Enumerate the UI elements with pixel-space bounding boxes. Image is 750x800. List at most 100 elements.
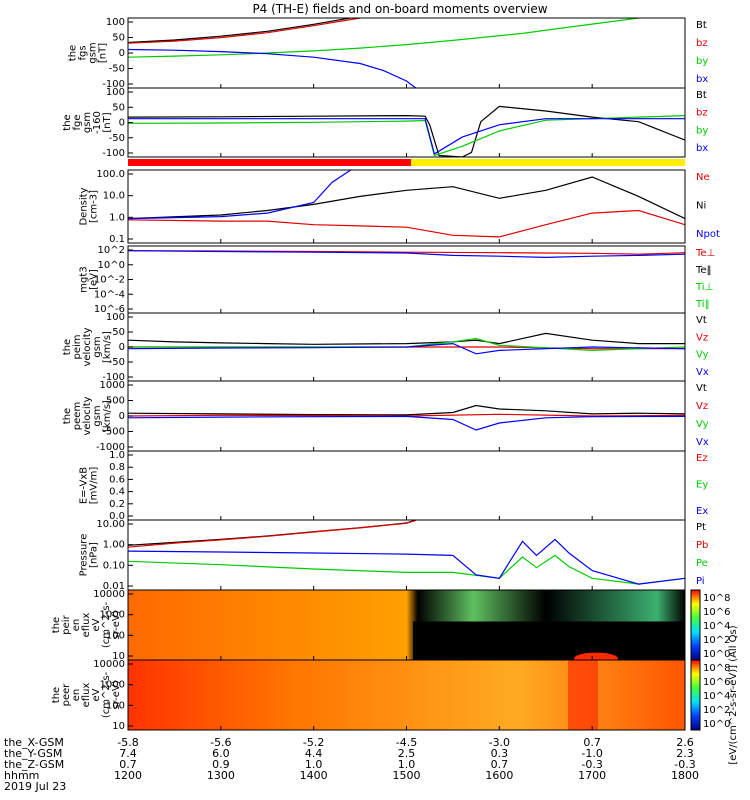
footer-value: 0.7: [491, 758, 509, 771]
y-axis-label: [eV]: [89, 269, 100, 290]
series-fgs-by: [128, 18, 642, 58]
y-axis-label: E=-VxB: [79, 467, 90, 504]
legend-item: Ni: [696, 201, 706, 212]
y-tick-label: 10000: [93, 589, 125, 600]
colorbar-tick-label: 10^4: [703, 621, 730, 632]
colorbar-label: [eV/(cm^2-s-sr-eV)] (All Qs): [728, 625, 739, 764]
y-tick-label: -50: [109, 133, 125, 144]
panel-pressure: 10.00 1.00 0.10 0.01 Pressure [nPa] Pt Pb Pe Pi: [79, 519, 709, 592]
legend-item: Pi: [696, 576, 705, 587]
colorbar-tick-label: 10^8: [703, 663, 730, 674]
y-axis-label: eV: [91, 688, 102, 701]
y-axis-label: gsm: [92, 336, 103, 357]
spectrogram-peer_spec: [128, 660, 685, 730]
y-tick-label: -50: [109, 357, 125, 368]
panel-frame: [127, 450, 686, 521]
footer-value: 0.9: [212, 758, 230, 771]
y-axis-label: Density: [79, 187, 90, 225]
panel-density: 100.0 10.0 1.0 0.1 Density [cm-3] Ne Ni Npot: [79, 169, 720, 245]
series-fgs-bx: [128, 48, 417, 88]
footer-row-label: the_X-GSM: [4, 736, 64, 749]
y-axis-label: en: [71, 619, 82, 632]
y-tick-label: 0: [119, 118, 125, 129]
series-pressure-Pi: [128, 538, 685, 585]
footer-value: 4.4: [305, 747, 323, 760]
orbit-strip-yellow: [411, 159, 685, 166]
y-tick-label: 0.0: [109, 511, 125, 522]
y-tick-label: 100: [106, 312, 125, 323]
orbit-strip-red: [128, 159, 411, 166]
panel-peem: 1000 500 0 -500 -1000 the peem velocity gsm [km/s…: [62, 380, 709, 453]
y-axis-label: gsm: [82, 112, 93, 133]
colorbar: [690, 589, 701, 661]
legend-item: Ez: [696, 453, 708, 464]
y-tick-label: 1.0: [109, 212, 125, 223]
y-axis-label: sr-eV): [111, 610, 122, 639]
y-axis-label: the: [62, 339, 73, 355]
footer-value: 2.5: [398, 747, 416, 760]
footer-value: 1700: [578, 769, 606, 782]
footer-value: -1.0: [581, 747, 602, 760]
y-tick-label: 0: [119, 48, 125, 59]
footer-value: 1800: [671, 769, 699, 782]
colorbar-tick-label: 10^0: [703, 719, 730, 730]
footer-value: -5.2: [303, 736, 324, 749]
y-axis-label: sr-eV): [111, 680, 122, 709]
colorbar-tick-label: 10^0: [703, 649, 730, 660]
y-tick-label: 10^0: [98, 260, 125, 271]
y-tick-label: 0.1: [109, 234, 125, 245]
y-axis-label: [km/s]: [102, 400, 113, 432]
y-axis-label: [nT]: [98, 43, 109, 63]
footer-value: -0.3: [674, 758, 695, 771]
panel-efield: 1.00.80.6 0.40.20.0 E=-VxB [mV/m] Ez Ey Ex: [79, 450, 709, 522]
series-density-Npot: [128, 170, 352, 220]
panel-temp: 10^2 10^0 10^-2 10^-4 10^-6 mgt3 [eV] Te⊥ Te‖ Ti⊥…: [79, 245, 716, 315]
y-axis-label: (cm^2-s-: [101, 671, 112, 718]
series-peim-Vt: [128, 332, 685, 345]
series-fge-Bt: [128, 105, 685, 157]
y-axis-label: peir: [61, 614, 72, 634]
legend-item: Ti‖: [695, 299, 710, 310]
y-tick-label: 0.4: [109, 487, 125, 498]
y-axis-label: [km/s]: [102, 331, 113, 363]
y-tick-label: 100: [106, 17, 125, 28]
y-axis-label: peim: [72, 334, 83, 359]
figure-title: P4 (TH-E) fields and on-board moments ov…: [252, 2, 547, 16]
y-tick-label: 10^2: [98, 245, 125, 256]
series-temp-Ti: [128, 250, 685, 259]
y-tick-label: -1000: [96, 442, 125, 453]
y-tick-label: 100: [106, 630, 125, 641]
y-axis-label: fge: [72, 114, 83, 130]
y-tick-label: 10^-4: [94, 289, 125, 300]
footer-value: -3.0: [489, 736, 510, 749]
footer-value: -5.8: [117, 736, 138, 749]
y-tick-label: 0: [119, 411, 125, 422]
legend-item: Te⊥: [695, 248, 715, 259]
y-axis-label: [nT]: [102, 112, 113, 132]
panel-peim: 100 50 0 -50 -100 the peim velocity gsm [km/s] Vt V…: [62, 312, 709, 383]
colorbar-tick-label: 10^2: [703, 635, 730, 646]
y-tick-label: 1000: [100, 610, 125, 621]
y-tick-label: 1000: [100, 680, 125, 691]
panel-frame: [127, 17, 686, 89]
footer-value: 1400: [300, 769, 328, 782]
legend-item: Pb: [696, 540, 708, 551]
y-tick-label: 0.6: [109, 474, 125, 485]
footer-value: 1600: [485, 769, 513, 782]
y-axis-label: gsm: [92, 405, 103, 426]
y-tick-label: -500: [102, 427, 125, 438]
legend-item: Vz: [696, 401, 708, 412]
footer-value: 1300: [207, 769, 235, 782]
series-fge-by: [128, 115, 685, 157]
y-axis-label: eflux: [81, 613, 92, 638]
footer-value: 0.7: [119, 758, 137, 771]
y-axis-label: fgs: [78, 45, 89, 60]
spectrogram-feature: [568, 660, 598, 730]
y-tick-label: 0.2: [109, 499, 125, 510]
series-fge-bx: [128, 118, 685, 155]
y-tick-label: 10: [112, 651, 125, 662]
footer-value: 1500: [393, 769, 421, 782]
footer-value: 1.0: [398, 758, 416, 771]
footer-row-label: the_Z-GSM: [4, 758, 64, 771]
